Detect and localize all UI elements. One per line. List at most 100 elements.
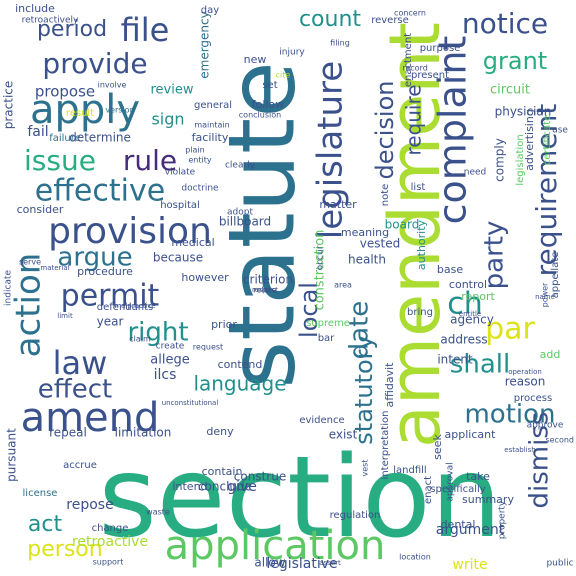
word-public: public — [546, 559, 573, 569]
word-certificate: certificate — [542, 115, 553, 165]
word-result: result — [66, 108, 94, 119]
word-notice: notice — [462, 7, 548, 40]
word-year: year — [97, 315, 124, 329]
word-contend: contend — [218, 358, 263, 371]
word-party: party — [480, 221, 510, 290]
word-establish: establish — [504, 446, 535, 454]
word-regulation: regulation — [330, 510, 381, 521]
word-contain: contain — [202, 465, 243, 478]
word-effect: effect — [38, 375, 112, 405]
word-ilcs: ilcs — [154, 367, 177, 383]
word-legislature: legislature — [311, 61, 351, 239]
word-filing: filing — [330, 39, 350, 48]
word-agency: agency — [450, 313, 494, 327]
word-support: support — [93, 558, 124, 567]
word-language: language — [193, 372, 286, 396]
word-amend: amend — [21, 395, 160, 441]
word-general: general — [194, 100, 232, 111]
word-occur: occur — [316, 245, 326, 270]
word-construction: construction — [313, 230, 328, 311]
word-location: location — [399, 553, 431, 562]
word-doctrine: doctrine — [181, 184, 219, 194]
word-statutory: statutory — [350, 335, 378, 444]
word-physician: physician — [495, 105, 552, 119]
word-indicate: indicate — [4, 270, 14, 306]
word-legislation: legislation — [515, 134, 526, 185]
word-malpractice: malpractice — [114, 302, 155, 310]
word-enact: enact — [423, 476, 434, 504]
word-vested: vested — [360, 237, 400, 251]
word-medical: medical — [171, 236, 214, 249]
word-need: need — [464, 168, 487, 178]
word-record: record — [402, 64, 428, 73]
word-change: change — [92, 523, 129, 534]
word-consider: consider — [17, 203, 64, 216]
word-operation: operation — [508, 368, 542, 376]
word-take: take — [466, 470, 490, 483]
word-injury: injury — [279, 48, 305, 58]
word-second: second — [545, 436, 574, 445]
word-decision: decision — [371, 81, 399, 180]
word-ch: ch — [447, 287, 483, 322]
word-permit: permit — [61, 279, 160, 314]
word-deny: deny — [206, 425, 234, 438]
word-process: process — [514, 393, 552, 404]
word-limitation: limitation — [115, 426, 172, 440]
word-allege: allege — [150, 353, 189, 368]
word-count: count — [299, 7, 361, 32]
word-waste: waste — [146, 508, 170, 517]
word-file: file — [121, 11, 170, 49]
word-adopt: adopt — [227, 208, 253, 218]
word-intent: intent — [437, 353, 473, 367]
word-provide: provide — [42, 47, 147, 80]
word-claim: claim — [129, 335, 151, 344]
word-sign: sign — [151, 110, 184, 129]
word-authority: authority — [415, 219, 428, 270]
word-action: action — [9, 253, 49, 358]
word-plain: plain — [185, 146, 205, 155]
word-new: new — [244, 53, 267, 66]
word-matter: matter — [319, 198, 357, 211]
word-however: however — [181, 271, 229, 284]
word-application: application — [165, 523, 386, 569]
word-set: set — [262, 80, 277, 91]
word-write: write — [452, 557, 487, 573]
word-right: right — [127, 318, 188, 348]
word-motion: motion — [464, 400, 555, 430]
word-report: report — [461, 290, 495, 303]
word-criterion: criterion — [243, 273, 293, 287]
word-failure: failure — [49, 133, 81, 144]
word-control: control — [449, 278, 487, 291]
word-use: use — [552, 126, 568, 136]
word-base: base — [437, 263, 463, 276]
word-health: health — [348, 253, 386, 267]
word-advertising: advertising — [523, 109, 536, 171]
word-amendment: amendment — [374, 22, 456, 448]
word-conclusion: conclusion — [239, 111, 281, 120]
word-day: day — [201, 5, 219, 16]
word-involve: involve — [98, 81, 127, 90]
word-landfill: landfill — [393, 465, 426, 476]
word-dismiss: dismiss — [525, 412, 555, 509]
word-repose: repose — [66, 497, 113, 513]
word-board: board — [385, 218, 420, 232]
word-list: list — [411, 182, 426, 193]
word-provision: provision — [48, 211, 212, 252]
word-accrue: accrue — [63, 460, 97, 471]
word-specifically: specifically — [430, 484, 485, 495]
word-conclude: conclude — [198, 480, 252, 494]
word-clearly: clearly — [225, 161, 256, 171]
word-rule: rule — [123, 144, 177, 177]
word-power: power — [541, 282, 550, 307]
word-defendants: defendants — [97, 302, 153, 313]
word-fail: fail — [27, 124, 48, 140]
word-repeal: repeal — [49, 426, 87, 440]
word-require: require — [402, 84, 426, 155]
word-prior: prior — [211, 318, 237, 331]
word-hospital: hospital — [160, 200, 200, 211]
word-act: act — [28, 512, 63, 537]
word-entitle: entitle — [459, 310, 481, 318]
word-grant: grant — [483, 47, 547, 75]
